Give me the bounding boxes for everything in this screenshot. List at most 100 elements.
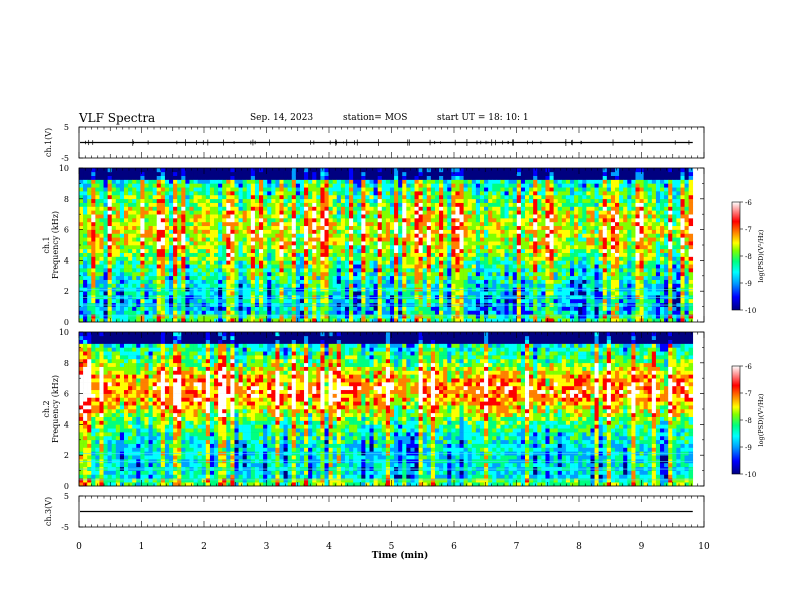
spectrogram-cell xyxy=(410,306,415,311)
spectrogram-cell xyxy=(533,229,538,234)
spectrogram-cell xyxy=(144,179,149,184)
spectrogram-cell xyxy=(177,206,182,211)
spectrogram-cell xyxy=(512,202,518,207)
spectrogram-cell xyxy=(87,291,92,296)
spectrogram-cell xyxy=(201,233,207,238)
spectrogram-cell xyxy=(295,318,301,323)
spectrogram-cell xyxy=(291,191,297,196)
spectrogram-cell xyxy=(99,291,104,296)
spectrogram-cell xyxy=(418,268,423,273)
spectrogram-cell xyxy=(373,275,378,280)
spectrogram-cell xyxy=(430,248,436,253)
spectrogram-cell xyxy=(254,218,260,223)
spectrogram-cell xyxy=(340,225,346,230)
spectrogram-cell xyxy=(553,191,559,196)
spectrogram-cell xyxy=(520,306,526,311)
spectrogram-cell xyxy=(87,264,92,269)
spectrogram-cell xyxy=(451,206,456,211)
spectrogram-cell xyxy=(447,179,452,184)
spectrogram-cell xyxy=(308,283,313,288)
spectrogram-cell xyxy=(173,175,178,180)
spectrogram-cell xyxy=(144,187,149,192)
spectrogram-cell xyxy=(430,202,436,207)
spectrogram-cell xyxy=(234,171,239,176)
spectrogram-cell xyxy=(402,279,407,284)
spectrogram-cell xyxy=(463,271,469,277)
spectrogram-cell xyxy=(524,291,530,296)
spectrogram-cell xyxy=(107,187,113,192)
spectrogram-cell xyxy=(365,221,370,227)
spectrogram-cell xyxy=(385,206,391,211)
spectrogram-cell xyxy=(578,221,583,227)
spectrogram-cell xyxy=(574,183,579,188)
spectrogram-cell xyxy=(422,194,428,200)
spectrogram-cell xyxy=(250,214,256,219)
spectrogram-cell xyxy=(398,298,403,304)
spectrogram-cell xyxy=(455,318,460,323)
spectrogram-cell xyxy=(349,175,354,180)
spectrogram-cell xyxy=(83,237,88,242)
spectrogram-cell xyxy=(283,191,288,196)
spectrogram-cell xyxy=(234,168,239,173)
spectrogram-cell xyxy=(373,214,378,219)
spectrogram-cell xyxy=(504,225,509,230)
spectrogram-cell xyxy=(467,252,473,257)
spectrogram-cell xyxy=(418,229,423,234)
spectrogram-cell xyxy=(557,291,563,296)
spectrogram-cell xyxy=(214,175,219,180)
spectrogram-cell xyxy=(582,283,587,288)
spectrogram-cell xyxy=(324,206,329,211)
spectrogram-cell xyxy=(410,221,415,227)
spectrogram-cell xyxy=(389,306,395,311)
spectrogram-cell xyxy=(385,291,391,296)
spectrogram-cell xyxy=(451,306,456,311)
spectrogram-cell xyxy=(320,248,325,253)
spectrogram-cell xyxy=(111,179,117,184)
spectrogram-cell xyxy=(463,202,469,207)
spectrogram-cell xyxy=(377,310,383,315)
spectrogram-cell xyxy=(295,268,301,273)
spectrogram-cell xyxy=(492,260,497,265)
spectrogram-cell xyxy=(209,268,215,273)
spectrogram-cell xyxy=(304,229,309,234)
spectrogram-cell xyxy=(357,191,362,196)
spectrogram-cell xyxy=(410,252,415,257)
spectrogram-cell xyxy=(189,202,194,207)
spectrogram-cell xyxy=(561,298,567,304)
spectrogram-cell xyxy=(181,187,186,192)
spectrogram-cell xyxy=(369,306,374,311)
spectrogram-cell xyxy=(222,237,227,242)
spectrogram-cell xyxy=(238,318,243,323)
spectrogram-cell xyxy=(234,233,239,238)
spectrogram-cell xyxy=(398,233,403,238)
spectrogram-cell xyxy=(394,241,399,246)
spectrogram-cell xyxy=(328,298,333,304)
spectrogram-cell xyxy=(553,268,559,273)
spectrogram-cell xyxy=(259,187,264,192)
spectrogram-cell xyxy=(328,237,333,242)
spectrogram-cell xyxy=(148,306,153,311)
spectrogram-cell xyxy=(95,283,100,288)
spectrogram-cell xyxy=(173,256,178,261)
spectrogram-cell xyxy=(524,245,530,250)
spectrogram-cell xyxy=(488,221,493,227)
spectrogram-cell xyxy=(136,245,141,250)
spectrogram-cell xyxy=(500,179,505,184)
spectrogram-cell xyxy=(377,279,383,284)
spectrogram-cell xyxy=(91,271,96,277)
spectrogram-cell xyxy=(246,252,252,257)
spectrogram-cell xyxy=(447,237,452,242)
spectrogram-cell xyxy=(340,191,346,196)
spectrogram-cell xyxy=(279,168,284,173)
spectrogram-cell xyxy=(263,191,268,196)
spectrogram-cell xyxy=(475,183,481,188)
spectrogram-cell xyxy=(336,291,342,296)
spectrogram-cell xyxy=(561,248,567,253)
spectrogram-cell xyxy=(340,256,346,261)
spectrogram-cell xyxy=(516,194,522,200)
spectrogram-cell xyxy=(140,268,145,273)
spectrogram-cell xyxy=(402,237,407,242)
spectrogram-cell xyxy=(287,241,293,246)
spectrogram-cell xyxy=(414,237,419,242)
spectrogram-cell xyxy=(365,179,370,184)
